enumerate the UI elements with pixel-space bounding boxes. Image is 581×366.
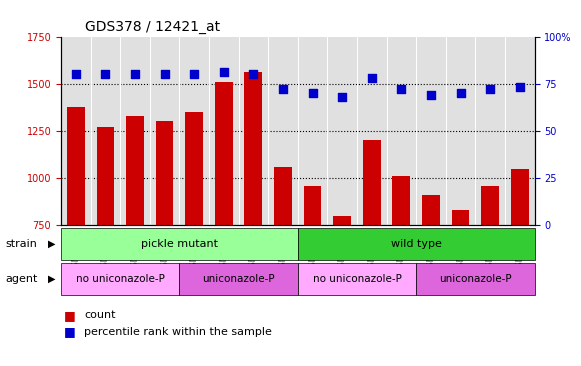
Text: GDS378 / 12421_at: GDS378 / 12421_at: [85, 20, 220, 34]
Text: agent: agent: [6, 274, 38, 284]
Text: ■: ■: [64, 325, 76, 339]
Bar: [481, 186, 499, 366]
Bar: [274, 167, 292, 366]
Point: [160, 71, 169, 77]
Point: [308, 90, 317, 96]
Point: [486, 86, 495, 92]
Point: [278, 86, 288, 92]
Point: [397, 86, 406, 92]
Point: [130, 71, 139, 77]
Bar: [67, 107, 85, 366]
Bar: [215, 82, 232, 366]
Point: [515, 85, 525, 90]
Text: pickle mutant: pickle mutant: [141, 239, 218, 249]
Point: [456, 90, 465, 96]
Text: no uniconazole-P: no uniconazole-P: [313, 274, 401, 284]
Bar: [304, 186, 321, 366]
Bar: [245, 72, 262, 366]
Text: wild type: wild type: [390, 239, 442, 249]
Bar: [96, 127, 114, 366]
Bar: [422, 195, 440, 366]
Point: [249, 71, 258, 77]
Text: strain: strain: [6, 239, 38, 249]
Point: [426, 92, 436, 98]
Bar: [363, 140, 381, 366]
Point: [71, 71, 80, 77]
Text: uniconazole-P: uniconazole-P: [202, 274, 275, 284]
Bar: [185, 112, 203, 366]
Point: [189, 71, 199, 77]
Point: [338, 94, 347, 100]
Bar: [156, 122, 174, 366]
Bar: [333, 216, 351, 366]
Bar: [126, 116, 144, 366]
Point: [367, 75, 376, 81]
Bar: [451, 210, 469, 366]
Text: percentile rank within the sample: percentile rank within the sample: [84, 327, 272, 337]
Text: uniconazole-P: uniconazole-P: [439, 274, 512, 284]
Text: ▶: ▶: [48, 274, 55, 284]
Bar: [511, 168, 529, 366]
Text: ▶: ▶: [48, 239, 55, 249]
Text: count: count: [84, 310, 116, 321]
Text: no uniconazole-P: no uniconazole-P: [76, 274, 164, 284]
Text: ■: ■: [64, 309, 76, 322]
Bar: [393, 176, 410, 366]
Point: [101, 71, 110, 77]
Point: [219, 70, 228, 75]
